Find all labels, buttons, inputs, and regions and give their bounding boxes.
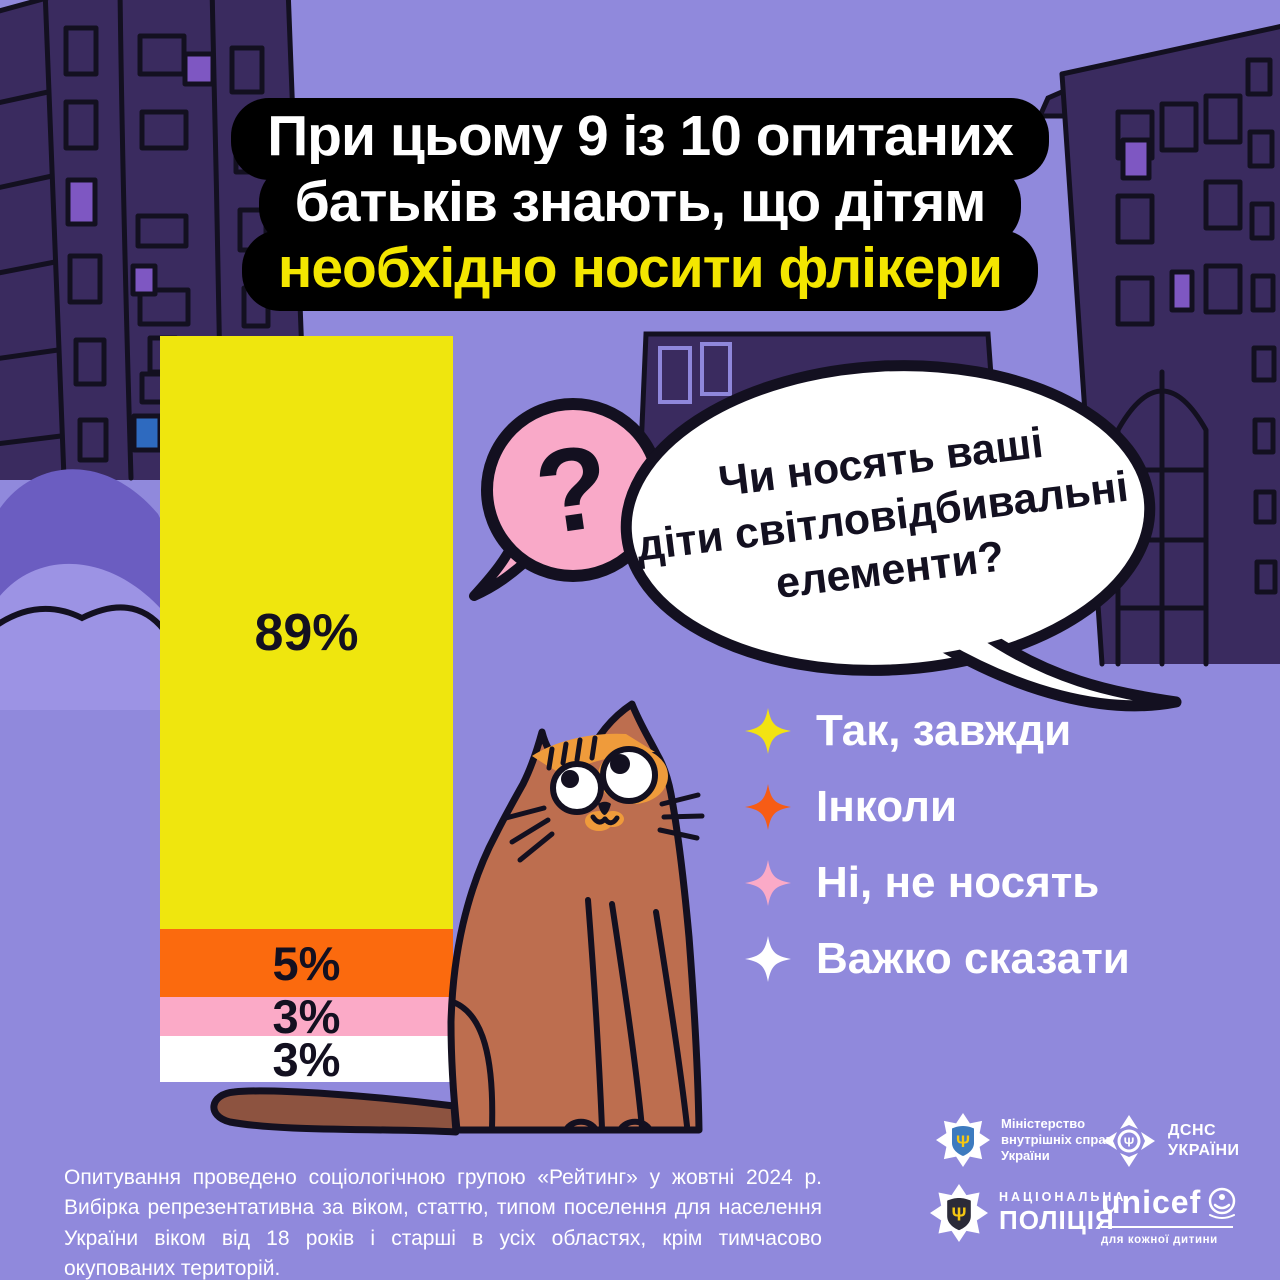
sparkle-icon-orange <box>745 784 791 830</box>
svg-text:Ψ: Ψ <box>952 1204 967 1225</box>
logo-police: Ψ НАЦІОНАЛЬНА ПОЛІЦІЯ <box>930 1184 1126 1242</box>
lit-window-purple <box>1120 137 1152 181</box>
cat-nose <box>598 801 611 815</box>
question-mark-bubble: ? <box>469 398 665 601</box>
lit-window-purple <box>182 51 216 87</box>
legend-item-hard: Важко сказати <box>744 934 1130 984</box>
cloud-scallop-line <box>0 604 167 633</box>
legend-label: Важко сказати <box>816 934 1130 983</box>
legend-item-no: Ні, не носять <box>744 858 1130 908</box>
cloud-light <box>0 564 162 710</box>
bar-segment-hard: 3% <box>160 1033 453 1086</box>
police-label: НАЦІОНАЛЬНА ПОЛІЦІЯ <box>999 1189 1127 1235</box>
unicef-tagline: для кожної дитини <box>1101 1234 1218 1246</box>
sparkle-icon-pink <box>745 860 791 906</box>
legend: Так, завжди Інколи Ні, не носять Важко с… <box>744 706 1130 1010</box>
unicef-divider <box>1101 1226 1233 1228</box>
legend-item-sometimes: Інколи <box>744 782 1130 832</box>
speech-bubble: Чи носять ваші діти світловідбивальні ел… <box>620 360 1182 712</box>
logo-mia: Ψ Міністерство внутрішніх справ України <box>936 1113 1114 1167</box>
cat-illustration <box>210 700 705 1136</box>
legend-label: Так, завжди <box>816 706 1072 755</box>
bar-segment-sometimes: 5% <box>160 929 453 997</box>
survey-footnote: Опитування проведено соціологічною групо… <box>64 1166 822 1280</box>
unicef-wordmark: unicef <box>1101 1184 1202 1220</box>
cat-eye-left <box>550 761 604 815</box>
bar-segment-yes: 89% <box>160 336 453 929</box>
dsns-cross-icon: Ψ <box>1103 1115 1155 1167</box>
logo-dsns: Ψ ДСНС УКРАЇНИ <box>1101 1113 1240 1169</box>
svg-text:Ψ: Ψ <box>1124 1135 1135 1150</box>
cat-tail <box>210 1087 460 1136</box>
dsns-label: ДСНС УКРАЇНИ <box>1168 1122 1240 1159</box>
police-badge-icon: Ψ <box>930 1184 988 1242</box>
legend-label: Інколи <box>816 782 958 831</box>
svg-text:Ψ: Ψ <box>956 1132 970 1151</box>
mia-badge-icon: Ψ <box>936 1113 990 1167</box>
stacked-bar-chart: 89% 5% 3% 3% <box>160 336 453 1086</box>
unicef-globe-icon <box>1208 1187 1236 1219</box>
cat-eye-right <box>600 746 658 804</box>
lit-window-purple <box>130 263 158 297</box>
bar-segment-no: 3% <box>160 990 453 1043</box>
sparkle-icon-yellow <box>745 708 791 754</box>
title: При цьому 9 із 10 опитаних батьків знают… <box>0 98 1280 312</box>
lit-window-blue <box>131 413 163 453</box>
lit-window-purple <box>1169 269 1195 313</box>
lit-window-purple <box>65 177 98 227</box>
legend-item-yes: Так, завжди <box>744 706 1130 756</box>
title-line-3: необхідно носити флікери <box>241 229 1039 312</box>
mia-label: Міністерство внутрішніх справ України <box>1001 1116 1114 1163</box>
logo-unicef: unicef для кожної дитини <box>1101 1184 1239 1246</box>
legend-label: Ні, не носять <box>816 858 1100 907</box>
sparkle-icon-white <box>745 936 791 982</box>
